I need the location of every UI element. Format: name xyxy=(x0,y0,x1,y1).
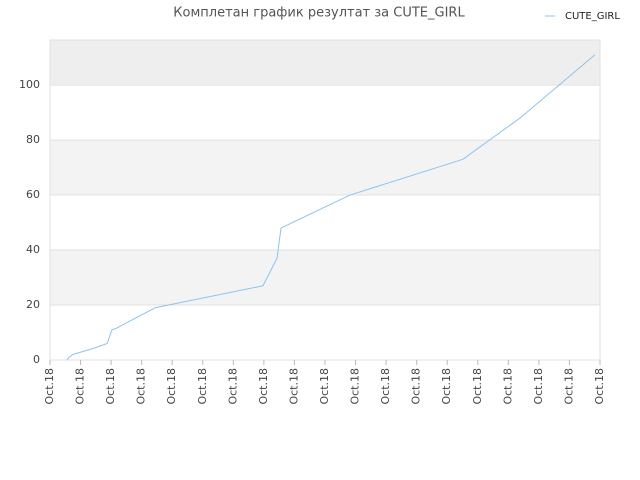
y-tick-label: 20 xyxy=(26,298,40,311)
x-tick-label: Oct.18 xyxy=(226,368,239,405)
x-tick-label: Oct.18 xyxy=(379,368,392,405)
x-tick-label: Oct.18 xyxy=(440,368,453,405)
x-tick-label: Oct.18 xyxy=(165,368,178,405)
x-tick-label: Oct.18 xyxy=(257,368,270,405)
data-line xyxy=(66,54,596,361)
legend-label: CUTE_GIRL xyxy=(565,11,620,22)
x-tick-label: Oct.18 xyxy=(43,368,56,405)
x-tick-label: Oct.18 xyxy=(349,368,362,405)
x-tick-label: Oct.18 xyxy=(532,368,545,405)
y-tick-label: 100 xyxy=(19,78,40,91)
x-tick-label: Oct.18 xyxy=(287,368,300,405)
band xyxy=(50,85,600,141)
x-tick-label: Oct.18 xyxy=(410,368,423,405)
band xyxy=(50,140,600,196)
chart-title: Комплетан график резултат за CUTE_GIRL xyxy=(173,6,465,21)
x-tick-label: Oct.18 xyxy=(74,368,87,405)
x-tick-label: Oct.18 xyxy=(593,368,606,405)
x-tick-label: Oct.18 xyxy=(196,368,209,405)
y-tick-label: 40 xyxy=(26,243,40,256)
band xyxy=(50,305,600,360)
band xyxy=(50,250,600,306)
y-tick-label: 60 xyxy=(26,188,40,201)
band xyxy=(50,195,600,251)
x-tick-label: Oct.18 xyxy=(135,368,148,405)
x-tick-label: Oct.18 xyxy=(318,368,331,405)
y-tick-label: 80 xyxy=(26,133,40,146)
x-tick-label: Oct.18 xyxy=(501,368,514,405)
x-tick-label: Oct.18 xyxy=(471,368,484,405)
x-tick-label: Oct.18 xyxy=(104,368,117,405)
band xyxy=(50,40,600,86)
x-tick-label: Oct.18 xyxy=(562,368,575,405)
y-tick-label: 0 xyxy=(33,353,40,366)
